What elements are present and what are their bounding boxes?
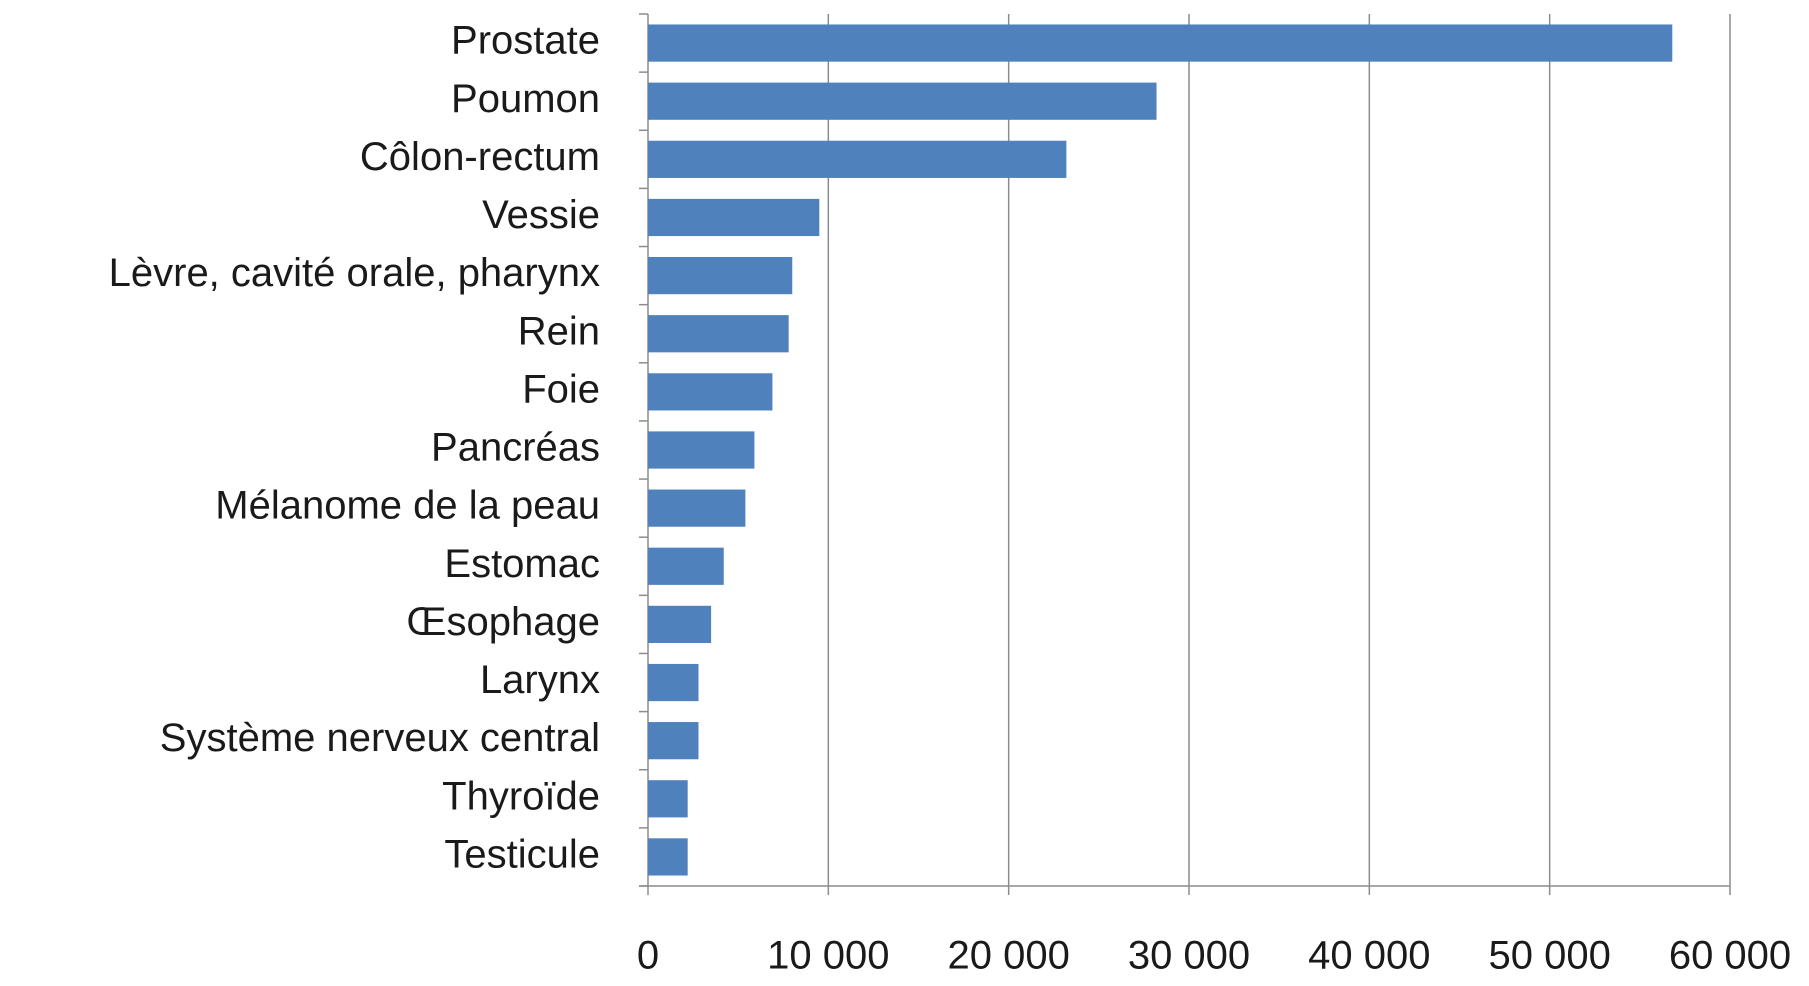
bar [648,373,773,411]
y-tick-label: Mélanome de la peau [215,484,600,528]
y-tick-label: Larynx [480,658,600,702]
y-tick-label: Système nerveux central [160,716,600,760]
y-tick-label: Foie [522,367,600,411]
y-tick-label: Thyroïde [442,774,600,818]
bar [648,838,688,876]
bar [648,198,820,237]
x-tick-label: 40 000 [1308,934,1430,978]
bar [648,663,699,702]
bar [648,489,746,527]
x-tick-label: 0 [637,934,659,978]
y-tick-label: Côlon-rectum [360,135,600,179]
x-tick-label: 10 000 [767,934,889,978]
y-tick-label: Estomac [444,542,600,586]
y-tick-label: Prostate [451,19,600,63]
y-tick-label: Testicule [444,832,600,876]
y-tick-label: Pancréas [431,426,600,470]
y-tick-label: Poumon [451,77,600,121]
x-tick-label: 20 000 [947,934,1069,978]
bar [648,140,1067,178]
y-tick-label: Vessie [482,193,600,237]
bar [648,722,699,760]
bar [648,780,688,818]
x-tick-label: 30 000 [1128,934,1250,978]
x-tick-label: 50 000 [1488,934,1610,978]
bar [648,256,793,295]
bar [648,82,1157,120]
y-tick-label: Lèvre, cavité orale, pharynx [109,251,600,295]
y-tick-label: Rein [518,309,600,353]
bar [648,605,712,644]
x-tick-label: 60 000 [1669,934,1791,978]
y-tick-label: Œsophage [407,600,600,644]
bar [648,24,1673,62]
bar [648,431,755,469]
bar [648,315,789,353]
bar [648,547,724,585]
